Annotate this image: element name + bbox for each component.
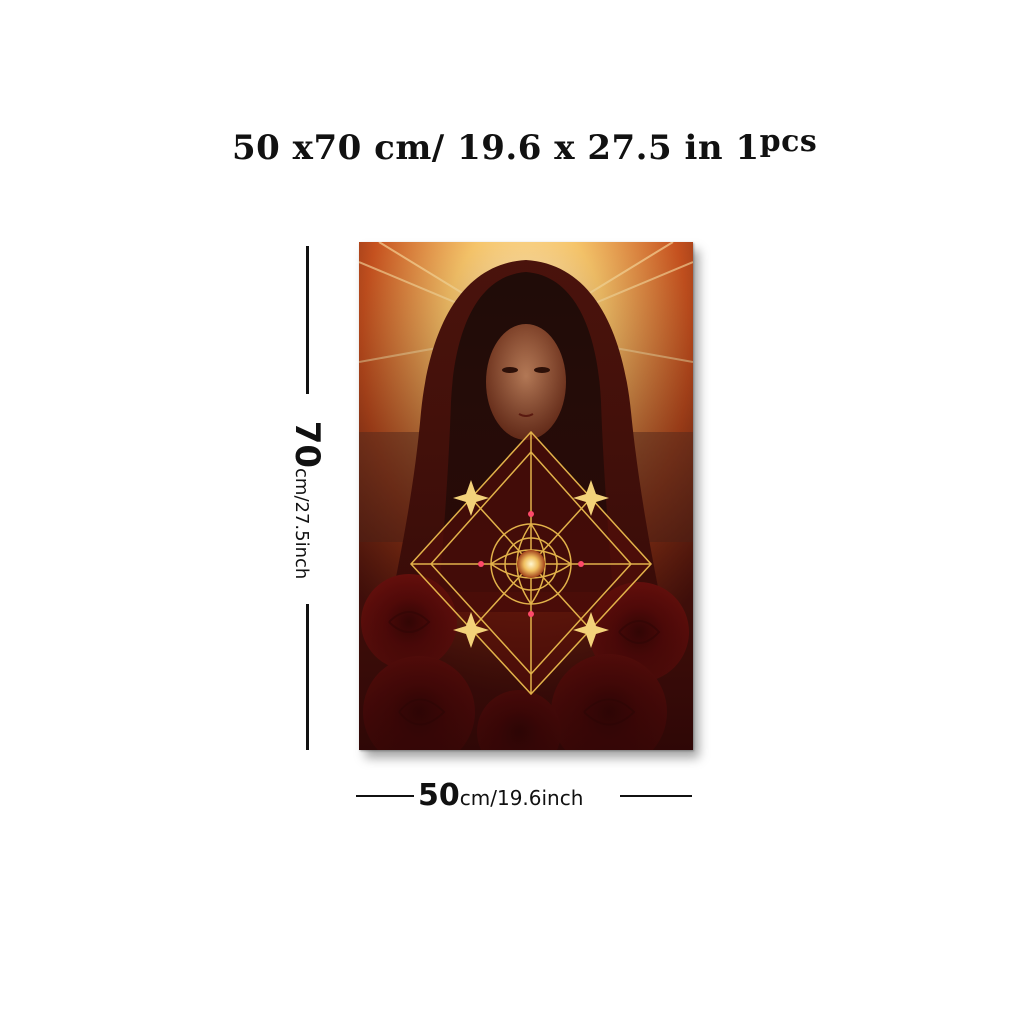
- width-dimension-label: 50cm/19.6inch: [418, 778, 583, 813]
- width-dimension-line-left: [356, 795, 414, 797]
- headline-count-unit: pcs: [759, 124, 818, 159]
- headline-count: 1: [735, 128, 760, 168]
- height-dimension-line-top: [306, 246, 309, 394]
- headline-unit-cm: cm/: [374, 128, 445, 168]
- width-value: 50: [418, 778, 460, 813]
- headline-width: 50: [232, 128, 281, 168]
- width-unit: cm/19.6inch: [459, 786, 584, 810]
- canvas-print-image: [359, 242, 693, 750]
- size-headline: 50 x70 cm/ 19.6 x 27.5 in 1pcs: [232, 124, 817, 168]
- width-dimension-line-right: [620, 795, 692, 797]
- height-value: 70: [287, 420, 327, 469]
- height-dimension-line-bottom: [306, 604, 309, 750]
- headline-times: x: [292, 128, 314, 168]
- height-unit: cm/27.5inch: [291, 468, 312, 580]
- headline-inch-dims: 19.6 x 27.5 in: [457, 128, 724, 168]
- headline-height: 70: [313, 128, 362, 168]
- height-dimension-label: 70cm/27.5inch: [287, 421, 327, 580]
